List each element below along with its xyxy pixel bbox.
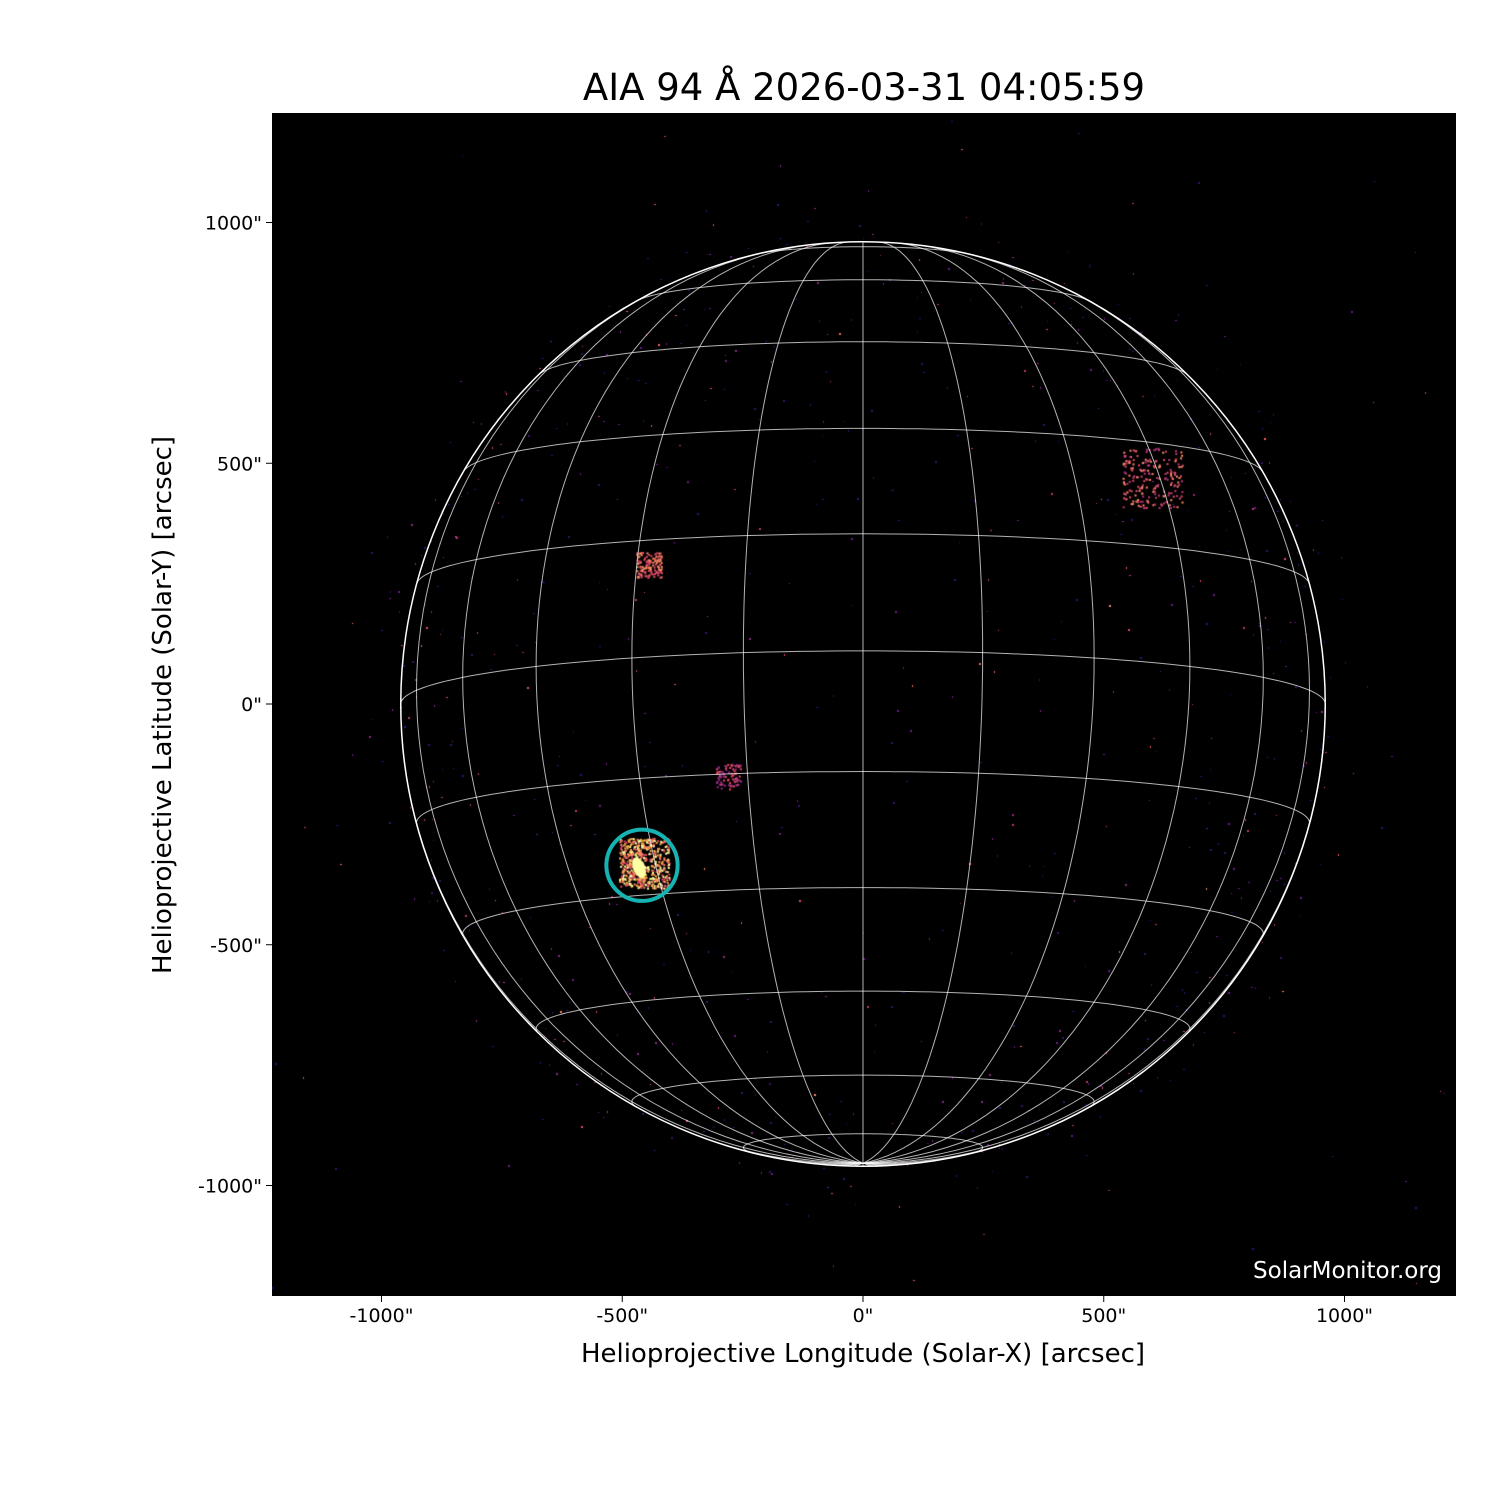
y-tick-label: -500" bbox=[210, 935, 262, 957]
y-axis-ticks: 1000" 500" 0" -500" -1000" bbox=[198, 213, 272, 1198]
x-axis-ticks: -1000" -500" 0" 500" 1000" bbox=[350, 1296, 1373, 1327]
longitude-grid-line bbox=[862, 284, 1311, 1164]
chart-title: AIA 94 Å 2026-03-31 04:05:59 bbox=[582, 66, 1146, 109]
solar-image-plot: SolarMonitor.org bbox=[272, 113, 1456, 1296]
y-axis-label: Helioprojective Latitude (Solar-Y) [arcs… bbox=[148, 436, 178, 974]
longitude-grid-line bbox=[862, 244, 1191, 1164]
longitude-grid-line bbox=[862, 251, 1264, 1164]
y-tick-label: 1000" bbox=[205, 213, 262, 235]
longitude-grid-line bbox=[862, 703, 1326, 1164]
longitude-grid-line bbox=[535, 244, 864, 1164]
x-tick-label: -1000" bbox=[350, 1305, 414, 1327]
x-axis-label: Helioprojective Longitude (Solar-X) [arc… bbox=[581, 1339, 1145, 1369]
active-region-circle bbox=[604, 827, 680, 903]
x-tick-label: 1000" bbox=[1316, 1305, 1373, 1327]
longitude-grid-line bbox=[400, 703, 864, 1164]
x-tick-label: 0" bbox=[853, 1305, 874, 1327]
watermark: SolarMonitor.org bbox=[1253, 1258, 1442, 1284]
longitude-grid-line bbox=[415, 284, 864, 1164]
y-tick-label: 500" bbox=[217, 453, 262, 475]
solar-limb bbox=[400, 241, 1326, 1167]
y-tick-label: -1000" bbox=[198, 1176, 262, 1198]
y-tick-label: 0" bbox=[241, 694, 262, 716]
longitude-grid-line bbox=[862, 242, 1095, 1164]
x-tick-label: 500" bbox=[1081, 1305, 1126, 1327]
longitude-grid-line bbox=[862, 241, 984, 1164]
longitude-grid-line bbox=[631, 242, 864, 1164]
solar-disk-image bbox=[272, 113, 1456, 1296]
longitude-grid-line bbox=[462, 251, 864, 1164]
coordinate-grid-overlay bbox=[400, 241, 1326, 1167]
longitude-grid-line bbox=[742, 241, 864, 1164]
x-tick-label: -500" bbox=[596, 1305, 648, 1327]
